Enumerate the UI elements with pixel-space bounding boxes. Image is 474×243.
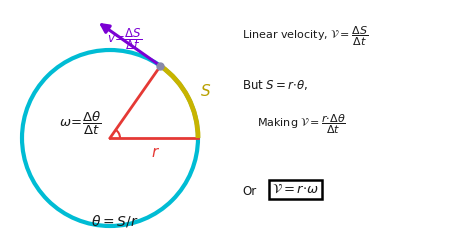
Text: But $\mathit{S} = r{\cdot}\theta,$: But $\mathit{S} = r{\cdot}\theta,$ [242, 78, 308, 92]
Text: $S$: $S$ [200, 83, 211, 99]
Text: $\theta = S/r$: $\theta = S/r$ [91, 213, 139, 229]
Text: Making $\mathcal{V} = \dfrac{r{\cdot}\Delta\theta}{\Delta t}$: Making $\mathcal{V} = \dfrac{r{\cdot}\De… [257, 113, 346, 137]
Text: Or: Or [242, 185, 256, 198]
Text: $\omega\!=\!\dfrac{\Delta \theta}{\Delta t}$: $\omega\!=\!\dfrac{\Delta \theta}{\Delta… [59, 109, 101, 137]
Text: Linear velocity, $\mathcal{V} = \dfrac{\Delta S}{\Delta t}$: Linear velocity, $\mathcal{V} = \dfrac{\… [242, 25, 368, 48]
Text: $r$: $r$ [152, 145, 161, 160]
Text: $\mathcal{V} = r{\cdot}\omega$: $\mathcal{V} = r{\cdot}\omega$ [272, 183, 319, 196]
Text: $v\!=\!\dfrac{\Delta S}{\Delta t}$: $v\!=\!\dfrac{\Delta S}{\Delta t}$ [107, 26, 142, 52]
